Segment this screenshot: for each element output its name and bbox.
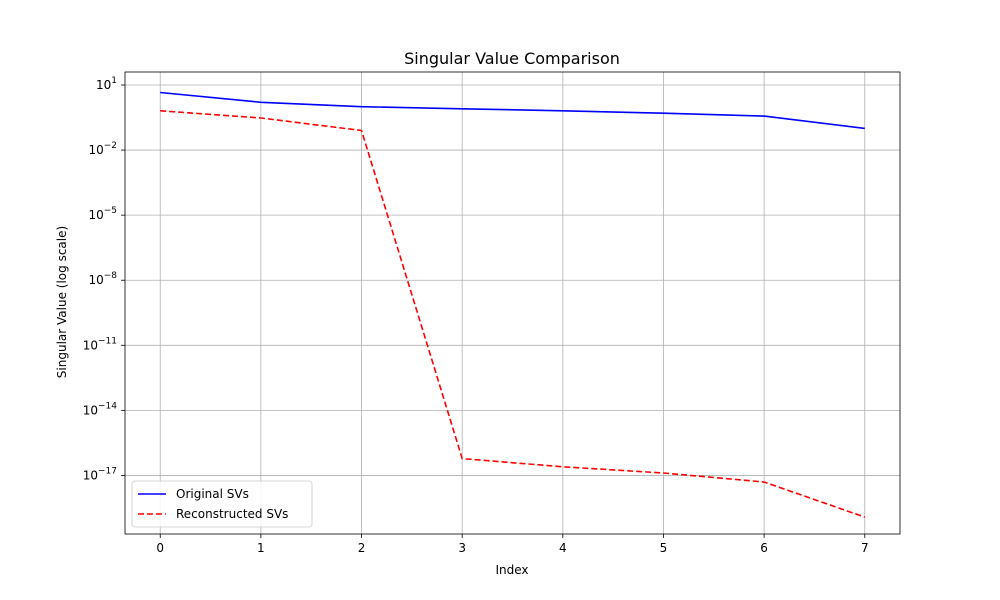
series-line-reconstructed bbox=[160, 110, 866, 518]
x-axis-label: Index bbox=[495, 563, 528, 577]
series-line-original bbox=[160, 91, 865, 130]
x-tick-label: 7 bbox=[861, 541, 869, 555]
y-tick-label: 10−5 bbox=[88, 206, 117, 222]
y-axis-ticks: 101 10−2 10−5 10−8 10−11 10−14 10−17 bbox=[83, 76, 125, 482]
series-layer bbox=[160, 91, 866, 518]
y-tick-label: 10−8 bbox=[88, 271, 117, 287]
x-tick-label: 3 bbox=[458, 541, 466, 555]
legend: Original SVs Reconstructed SVs bbox=[131, 480, 313, 528]
chart-title: Singular Value Comparison bbox=[404, 49, 620, 68]
y-tick-label: 101 bbox=[96, 76, 117, 92]
x-tick-label: 0 bbox=[156, 541, 164, 555]
y-tick-label: 10−11 bbox=[83, 336, 117, 352]
plot-frame bbox=[124, 71, 901, 535]
y-tick-label: 10−14 bbox=[83, 401, 118, 417]
legend-entry-label: Original SVs bbox=[176, 487, 249, 501]
y-axis-label: Singular Value (log scale) bbox=[55, 226, 69, 378]
y-tick-label: 10−2 bbox=[88, 141, 117, 157]
y-tick-label: 10−17 bbox=[83, 466, 117, 482]
legend-entry-label: Reconstructed SVs bbox=[176, 507, 288, 521]
x-tick-label: 2 bbox=[358, 541, 366, 555]
legend-box bbox=[131, 480, 313, 528]
x-tick-label: 4 bbox=[559, 541, 567, 555]
x-tick-label: 6 bbox=[760, 541, 768, 555]
x-axis-ticks: 0 1 2 3 4 5 6 7 bbox=[156, 534, 869, 555]
x-tick-label: 5 bbox=[660, 541, 668, 555]
grid bbox=[125, 72, 900, 534]
x-tick-label: 1 bbox=[257, 541, 265, 555]
